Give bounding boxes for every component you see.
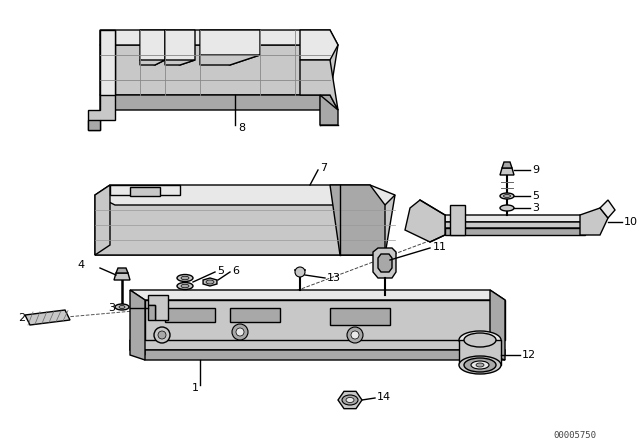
Polygon shape xyxy=(95,245,385,255)
Ellipse shape xyxy=(206,280,214,284)
Polygon shape xyxy=(490,290,505,360)
Text: 3: 3 xyxy=(108,303,115,313)
Polygon shape xyxy=(95,185,395,205)
Polygon shape xyxy=(330,308,390,325)
Polygon shape xyxy=(230,308,280,322)
Circle shape xyxy=(347,327,363,343)
Ellipse shape xyxy=(471,361,489,369)
Polygon shape xyxy=(330,185,385,255)
Ellipse shape xyxy=(464,358,496,372)
Polygon shape xyxy=(130,350,505,360)
Polygon shape xyxy=(88,30,115,130)
Polygon shape xyxy=(95,195,395,255)
Polygon shape xyxy=(338,392,362,409)
Polygon shape xyxy=(445,222,585,228)
Text: 10: 10 xyxy=(624,217,638,227)
Polygon shape xyxy=(300,60,338,110)
Ellipse shape xyxy=(500,205,514,211)
Polygon shape xyxy=(130,187,160,196)
Text: 2: 2 xyxy=(18,313,25,323)
Polygon shape xyxy=(580,208,608,235)
Ellipse shape xyxy=(115,304,129,310)
Text: 7: 7 xyxy=(320,163,327,173)
Polygon shape xyxy=(110,185,180,195)
Polygon shape xyxy=(300,30,338,60)
Circle shape xyxy=(295,267,305,277)
Text: 12: 12 xyxy=(522,350,536,360)
Polygon shape xyxy=(500,168,514,175)
Circle shape xyxy=(158,331,166,339)
Polygon shape xyxy=(100,30,115,95)
Polygon shape xyxy=(100,30,338,45)
Ellipse shape xyxy=(346,397,354,402)
Ellipse shape xyxy=(504,194,511,198)
Polygon shape xyxy=(140,30,165,65)
Polygon shape xyxy=(140,60,165,65)
Polygon shape xyxy=(165,60,195,65)
Polygon shape xyxy=(405,200,445,242)
Ellipse shape xyxy=(459,356,501,374)
Circle shape xyxy=(154,327,170,343)
Polygon shape xyxy=(450,205,465,235)
Polygon shape xyxy=(203,278,217,286)
Circle shape xyxy=(236,328,244,336)
Polygon shape xyxy=(165,308,215,322)
Text: 13: 13 xyxy=(327,273,341,283)
Polygon shape xyxy=(490,340,505,355)
Polygon shape xyxy=(148,305,155,320)
Text: 9: 9 xyxy=(532,165,539,175)
Polygon shape xyxy=(200,30,260,65)
Text: 4: 4 xyxy=(78,260,85,270)
Polygon shape xyxy=(445,215,585,222)
Circle shape xyxy=(232,324,248,340)
Polygon shape xyxy=(88,120,100,130)
Polygon shape xyxy=(200,55,260,65)
Text: 5: 5 xyxy=(532,191,539,201)
Ellipse shape xyxy=(500,193,514,199)
Text: 14: 14 xyxy=(377,392,391,402)
Polygon shape xyxy=(320,95,338,125)
Ellipse shape xyxy=(119,306,125,309)
Text: 3: 3 xyxy=(532,203,539,213)
Polygon shape xyxy=(25,310,70,325)
Polygon shape xyxy=(165,30,195,65)
Polygon shape xyxy=(459,340,501,365)
Polygon shape xyxy=(130,290,505,300)
Polygon shape xyxy=(373,248,396,278)
Text: 11: 11 xyxy=(433,242,447,252)
Polygon shape xyxy=(130,340,145,355)
Ellipse shape xyxy=(464,333,496,347)
Polygon shape xyxy=(114,273,130,280)
Text: 8: 8 xyxy=(238,123,245,133)
Polygon shape xyxy=(116,268,128,273)
Polygon shape xyxy=(100,45,338,95)
Polygon shape xyxy=(100,95,338,110)
Polygon shape xyxy=(502,162,512,168)
Polygon shape xyxy=(378,254,392,272)
Text: 6: 6 xyxy=(232,266,239,276)
Ellipse shape xyxy=(476,363,484,367)
Ellipse shape xyxy=(342,395,358,405)
Text: 5: 5 xyxy=(217,266,224,276)
Text: 00005750: 00005750 xyxy=(554,431,596,439)
Polygon shape xyxy=(445,228,585,235)
Text: 1: 1 xyxy=(191,383,198,393)
Polygon shape xyxy=(145,300,505,340)
Polygon shape xyxy=(95,185,110,255)
Ellipse shape xyxy=(177,275,193,281)
Polygon shape xyxy=(600,200,615,218)
Polygon shape xyxy=(130,340,505,350)
Ellipse shape xyxy=(177,283,193,289)
Polygon shape xyxy=(130,290,145,360)
Ellipse shape xyxy=(181,284,189,288)
Polygon shape xyxy=(148,295,168,320)
Ellipse shape xyxy=(181,276,189,280)
Circle shape xyxy=(351,331,359,339)
Ellipse shape xyxy=(459,331,501,349)
